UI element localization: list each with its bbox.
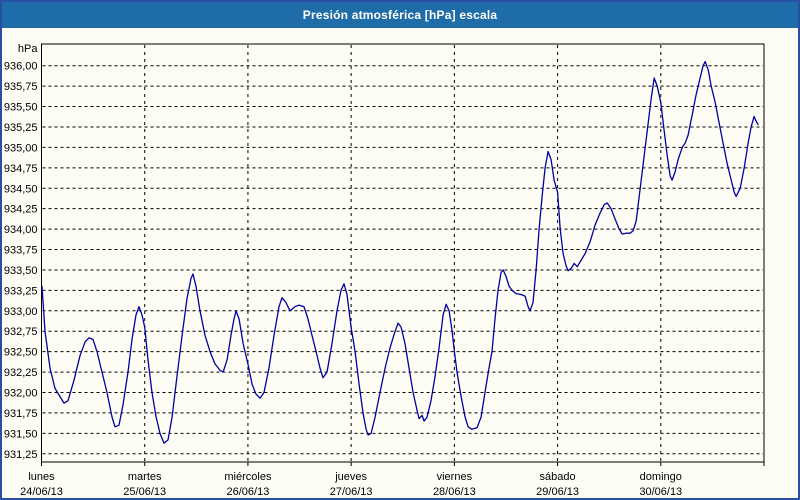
x-day-label: sábado [540,471,576,483]
y-tick-label: 934,50 [4,183,38,195]
x-date-label: 29/06/13 [536,486,579,498]
y-tick-label: 935,75 [4,81,38,93]
chart-title: Presión atmosférica [hPa] escala [302,8,498,22]
x-day-label: jueves [334,471,367,483]
x-date-label: 26/06/13 [227,486,270,498]
y-axis-unit-label: hPa [18,43,38,55]
chart-svg: 936,00 935,75 935,50 935,25 935,00 934,75 934,… [4,43,765,498]
y-tick-label: 933,00 [4,306,38,318]
x-day-label: martes [128,471,162,483]
x-date-label: 24/06/13 [20,486,63,498]
y-tick-label: 934,25 [4,204,38,216]
y-tick-label: 934,75 [4,163,38,175]
x-day-label: lunes [28,471,55,483]
y-tick-label: 936,00 [4,61,38,73]
x-date-label: 28/06/13 [433,486,476,498]
x-day-label: domingo [640,471,682,483]
y-tick-label: 935,25 [4,122,38,134]
chart-area: 936,00 935,75 935,50 935,25 935,00 934,75 934,… [4,30,798,498]
title-bar: Presión atmosférica [hPa] escala [2,2,798,28]
y-tick-label: 933,25 [4,285,38,297]
y-tick-label: 932,00 [4,388,38,400]
y-tick-label: 932,75 [4,326,38,338]
x-day-label: viernes [437,471,473,483]
y-tick-label: 933,75 [4,245,38,257]
x-date-label: 30/06/13 [639,486,682,498]
y-tick-label: 932,50 [4,347,38,359]
x-day-label: miércoles [224,471,272,483]
y-tick-label: 935,50 [4,102,38,114]
y-tick-label: 931,50 [4,428,38,440]
y-tick-label: 931,75 [4,408,38,420]
x-date-label: 25/06/13 [123,486,166,498]
y-tick-label: 933,50 [4,265,38,277]
x-date-label: 27/06/13 [330,486,373,498]
y-tick-label: 932,25 [4,367,38,379]
pressure-line [41,60,759,444]
y-tick-label: 931,25 [4,449,38,461]
y-tick-label: 935,00 [4,142,38,154]
y-tick-label: 934,00 [4,224,38,236]
